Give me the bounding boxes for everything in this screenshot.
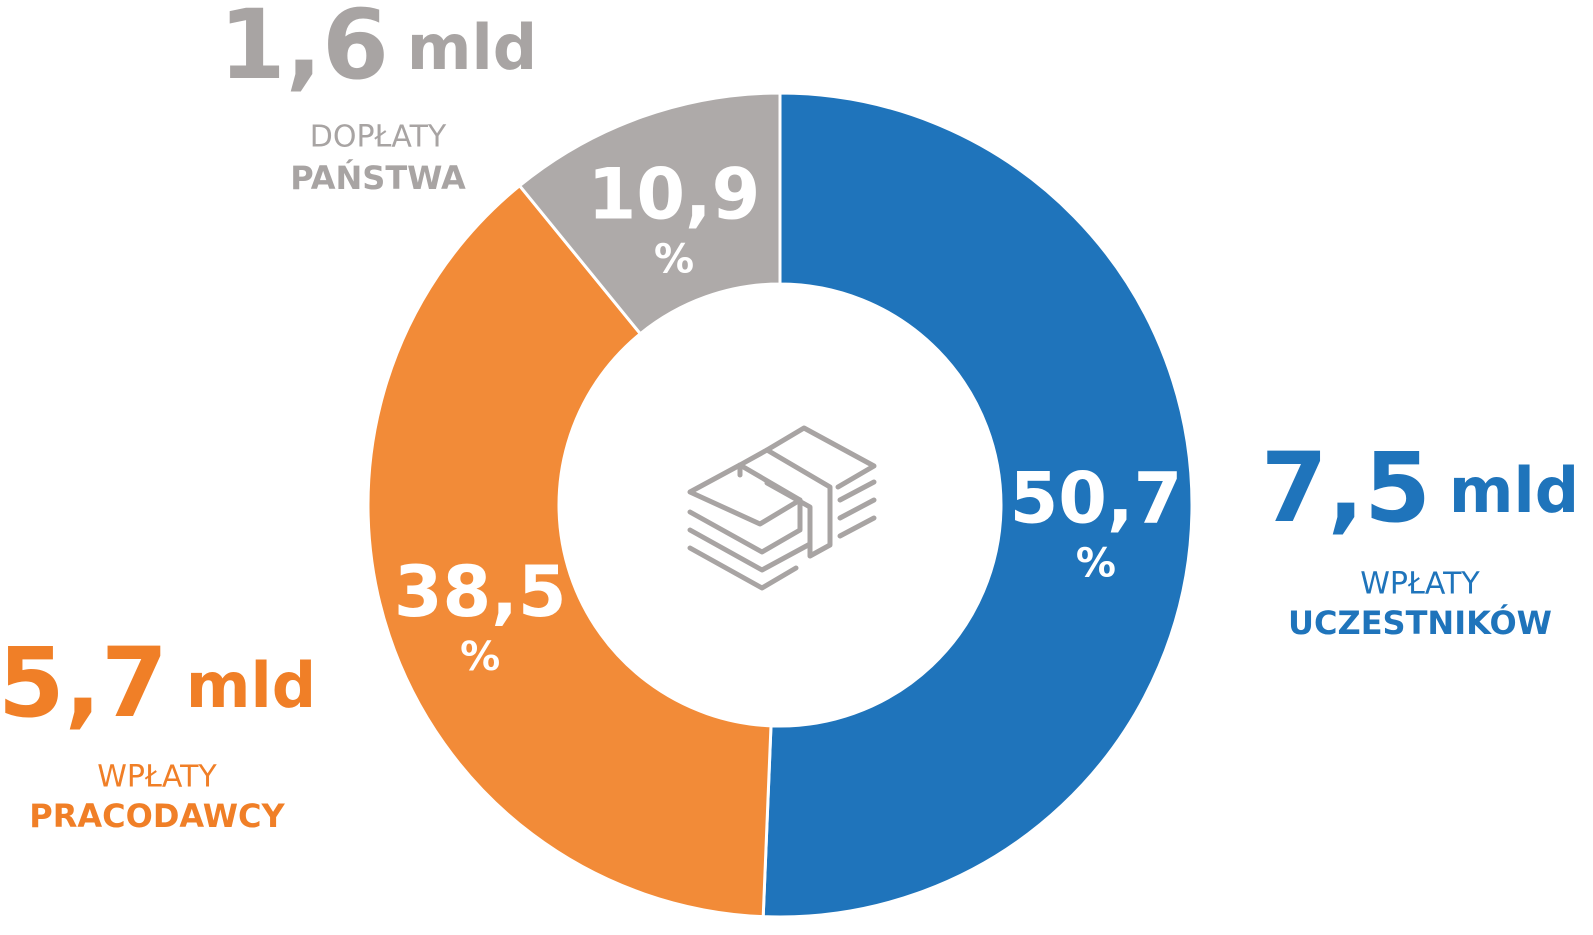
caption-line: PRACODAWCY	[29, 797, 285, 835]
amount: 1,6 mld	[219, 0, 537, 101]
caption-line: PAŃSTWA	[290, 159, 466, 197]
amount-value: 1,6	[219, 0, 389, 101]
donut-segment	[517, 91, 782, 336]
caption-line: UCZESTNIKÓW	[1288, 603, 1552, 642]
amount: 7,5 mld	[1261, 432, 1579, 544]
amount-unit: mld	[186, 649, 316, 722]
value-unit: %	[1076, 540, 1116, 586]
value-label: 38,5	[394, 551, 567, 633]
amount: 5,7 mld	[0, 627, 316, 739]
donut-segment	[366, 183, 773, 919]
caption-line: WPŁATY	[1360, 567, 1480, 602]
value-label: 10,9	[588, 153, 761, 235]
donut-segment	[761, 91, 1194, 919]
amount-value: 5,7	[0, 627, 168, 739]
amount-unit: mld	[1449, 454, 1579, 527]
money-icon	[687, 425, 877, 591]
value-unit: %	[654, 236, 694, 282]
value-label: 50,7	[1010, 457, 1183, 539]
amount-unit: mld	[407, 11, 537, 84]
caption-line: WPŁATY	[97, 760, 217, 795]
amount-value: 7,5	[1261, 432, 1431, 544]
caption-line: DOPŁATY	[310, 120, 447, 155]
value-unit: %	[460, 634, 500, 680]
